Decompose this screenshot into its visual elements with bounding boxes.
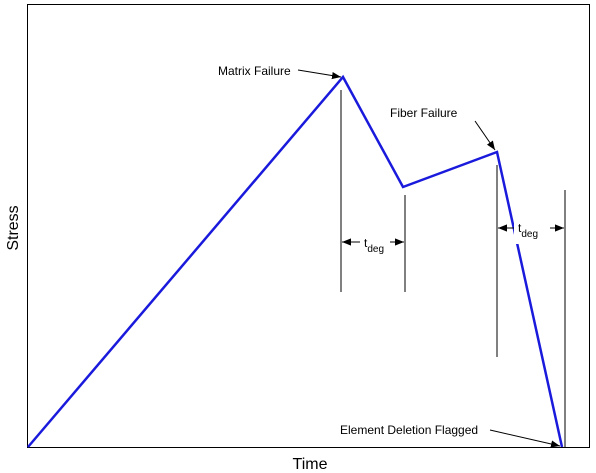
label-bg bbox=[360, 234, 390, 258]
annotation-arrow bbox=[489, 429, 561, 448]
annotation-arrow bbox=[474, 120, 496, 151]
plot-frame bbox=[27, 4, 590, 448]
y-axis-label: Stress bbox=[5, 205, 22, 250]
duration-label: tdeg bbox=[364, 236, 384, 255]
annotation: Element Deletion Flagged bbox=[340, 423, 478, 437]
annotation: Fiber Failure bbox=[390, 106, 458, 120]
duration-symbol: t bbox=[518, 221, 522, 235]
duration-label: tdeg bbox=[518, 221, 538, 240]
label-bg bbox=[514, 220, 550, 244]
x-axis-label: Time bbox=[293, 456, 328, 473]
duration-symbol: t bbox=[364, 236, 368, 250]
annotation: Matrix Failure bbox=[218, 64, 291, 78]
annotation-arrow bbox=[297, 69, 342, 80]
duration-subscript: deg bbox=[367, 244, 384, 255]
duration-subscript: deg bbox=[521, 229, 538, 240]
stress-curve bbox=[27, 74, 564, 448]
